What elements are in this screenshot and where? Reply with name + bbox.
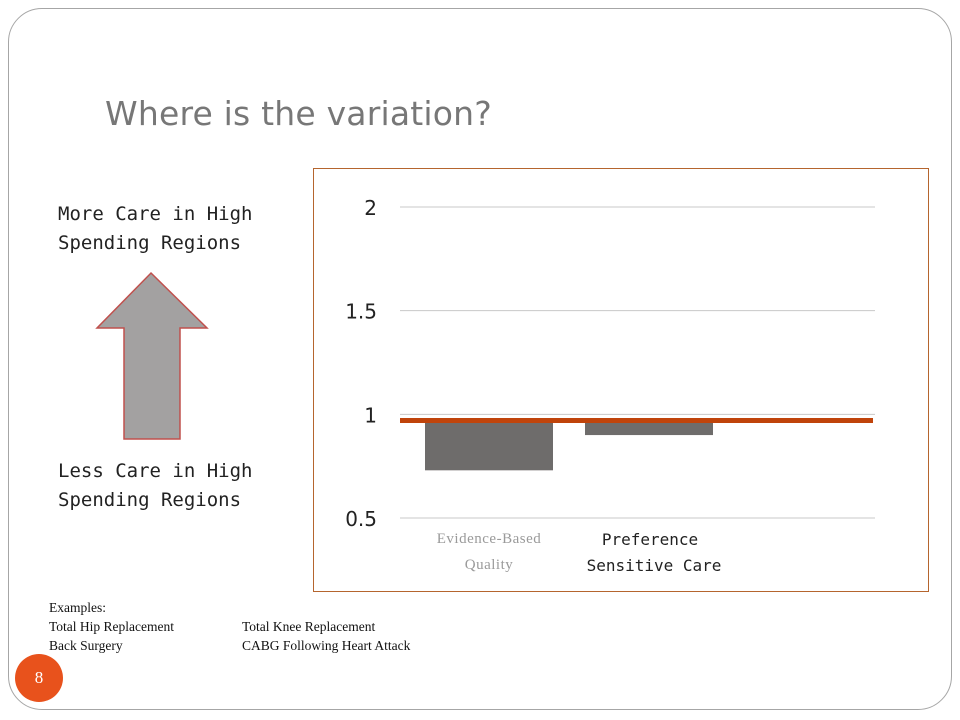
example-item: Total Hip Replacement xyxy=(49,619,175,634)
x-tick-label: Preference Sensitive Care xyxy=(587,530,722,575)
y-tick-label: 1.5 xyxy=(345,300,377,324)
y-tick-label: 0.5 xyxy=(345,507,377,531)
example-item: Back Surgery xyxy=(49,638,123,653)
bar-chart: 0.5 1 1.5 2 Evidence-Based Quality Preference S… xyxy=(345,196,875,575)
bar xyxy=(585,420,713,436)
bar xyxy=(425,420,553,471)
x-tick-label: Evidence-Based Quality xyxy=(437,531,541,573)
example-item: CABG Following Heart Attack xyxy=(242,638,411,653)
up-arrow-icon xyxy=(95,271,209,440)
slide-title: Where is the variation? xyxy=(105,94,493,133)
examples-heading: Examples: xyxy=(49,600,106,615)
page-number-badge: 8 xyxy=(15,654,63,702)
more-care-label: More Care in High Spending Regions xyxy=(58,203,253,254)
less-care-label: Less Care in High Spending Regions xyxy=(58,460,253,511)
y-tick-label: 2 xyxy=(364,196,377,220)
example-item: Total Knee Replacement xyxy=(242,619,376,634)
chart-frame: 0.5 1 1.5 2 Evidence-Based Quality Preference S… xyxy=(313,168,929,592)
y-tick-label: 1 xyxy=(364,403,377,427)
